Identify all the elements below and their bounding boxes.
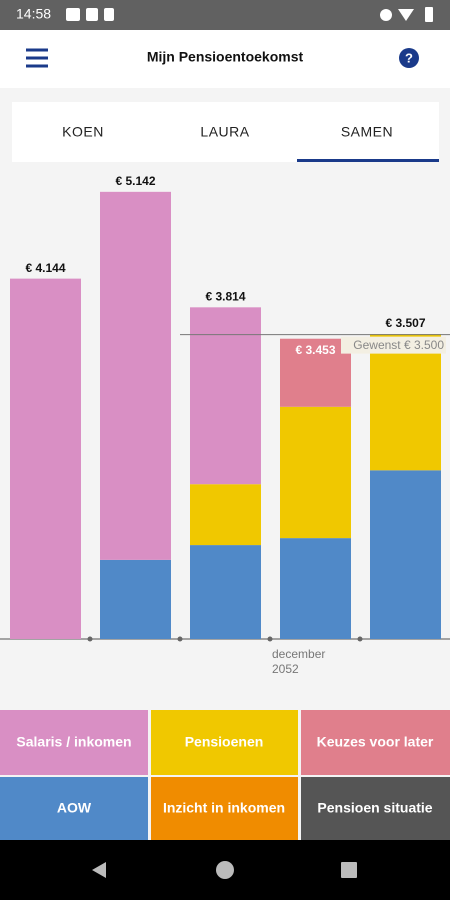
total-label: € 4.144 xyxy=(25,261,65,275)
back-button[interactable] xyxy=(92,862,106,878)
tab[interactable]: KOEN xyxy=(62,124,104,140)
total-label: € 3.507 xyxy=(385,316,425,330)
nav-button[interactable] xyxy=(0,777,148,840)
help-button[interactable]: ? xyxy=(399,48,419,68)
nav-button[interactable] xyxy=(301,710,450,775)
status-time: 14:58 xyxy=(16,6,51,22)
nav-button-label: Keuzes voor later xyxy=(317,734,434,750)
bar-segment xyxy=(190,307,261,485)
bar-segment xyxy=(10,278,81,639)
header-title: Mijn Pensioentoekomst xyxy=(147,49,304,65)
tab-bar xyxy=(12,102,439,162)
bar-segment xyxy=(370,470,441,639)
nav-button[interactable] xyxy=(151,710,298,775)
axis-dot xyxy=(357,636,363,642)
axis-dot xyxy=(87,636,93,642)
bar-segment xyxy=(190,545,261,639)
tab-indicator xyxy=(297,159,439,162)
axis-dot xyxy=(177,636,183,642)
total-label: € 5.142 xyxy=(115,174,155,188)
tab[interactable]: LAURA xyxy=(200,124,249,140)
nav-button-label: Pensioenen xyxy=(185,734,264,750)
svg-text:?: ? xyxy=(405,50,413,65)
bar-segment xyxy=(100,191,171,560)
x-tick-label: december 2052 xyxy=(272,647,325,676)
nav-button-label: Pensioen situatie xyxy=(317,800,432,816)
total-label: € 3.453 xyxy=(295,343,335,357)
bar-segment xyxy=(280,538,351,639)
bar-segment xyxy=(190,484,261,546)
nav-button-label: Inzicht in inkomen xyxy=(163,800,285,816)
nav-button-label: AOW xyxy=(57,800,92,816)
nav-button[interactable] xyxy=(301,777,450,840)
chart: € 4.144 € 5.142 € 3.814 € 3.453 december 2052… xyxy=(0,174,450,676)
total-label: € 3.814 xyxy=(205,289,245,303)
recents-button[interactable] xyxy=(341,862,357,878)
nav-button-label: Salaris / inkomen xyxy=(16,734,131,750)
axis-dot xyxy=(267,636,273,642)
status-icons xyxy=(66,7,433,22)
tab[interactable]: SAMEN xyxy=(341,124,393,140)
app-header xyxy=(0,30,450,88)
home-button[interactable] xyxy=(216,861,234,879)
target-label-bg xyxy=(341,336,446,354)
bar-segment xyxy=(100,559,171,639)
nav-button[interactable] xyxy=(0,710,148,775)
menu-button[interactable] xyxy=(26,48,48,68)
bar-segment xyxy=(280,338,351,407)
target-label: Gewenst € 3.500 xyxy=(353,338,444,352)
bar-segment xyxy=(370,334,441,471)
nav-button[interactable] xyxy=(151,777,298,840)
bar-segment xyxy=(280,406,351,539)
